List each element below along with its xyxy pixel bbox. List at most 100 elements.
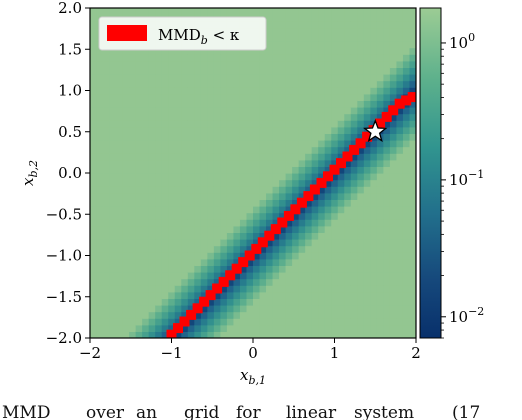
- heatmap-cell: [174, 219, 182, 227]
- heatmap-cell: [298, 67, 306, 75]
- heatmap-cell: [396, 265, 404, 273]
- heatmap-cell: [363, 87, 371, 95]
- heatmap-cell: [344, 93, 352, 101]
- heatmap-cell: [337, 331, 345, 338]
- heatmap-cell: [350, 54, 358, 62]
- heatmap-cell: [148, 324, 156, 332]
- heatmap-cell: [363, 186, 371, 194]
- heatmap-cell: [148, 331, 156, 338]
- heatmap-cell: [226, 140, 235, 148]
- heatmap-cell: [292, 245, 300, 253]
- heatmap-cell: [350, 47, 358, 55]
- heatmap-cell: [298, 47, 306, 55]
- heatmap-cell: [187, 113, 195, 121]
- heatmap-cell: [226, 199, 235, 207]
- heatmap-cell: [226, 232, 235, 240]
- legend: MMDb < κ: [98, 16, 267, 51]
- heatmap-cell: [181, 159, 189, 167]
- heatmap-cell: [292, 41, 300, 49]
- heatmap-cell: [350, 212, 358, 220]
- heatmap-cell: [109, 245, 117, 253]
- heatmap-cell: [168, 258, 176, 266]
- heatmap-cell: [116, 278, 124, 286]
- heatmap-cell: [344, 291, 352, 299]
- heatmap-cell: [272, 93, 280, 101]
- heatmap-cell: [220, 87, 228, 95]
- heatmap-cell: [239, 153, 248, 161]
- heatmap-cell: [376, 318, 384, 326]
- heatmap-cell: [305, 258, 313, 266]
- heatmap-cell: [90, 41, 98, 49]
- heatmap-cell: [337, 173, 345, 181]
- heatmap-cell: [155, 199, 163, 207]
- heatmap-cell: [135, 133, 143, 141]
- heatmap-cell: [96, 285, 104, 293]
- heatmap-cell: [246, 318, 254, 326]
- heatmap-cell: [402, 311, 411, 319]
- heatmap-cell: [253, 54, 261, 62]
- x-tick-label: −2: [79, 344, 101, 362]
- heatmap-cell: [318, 21, 326, 29]
- heatmap-cell: [109, 206, 117, 214]
- heatmap-cell: [402, 298, 411, 306]
- heatmap-cell: [305, 107, 313, 115]
- heatmap-cell: [155, 232, 163, 240]
- heatmap-cell: [233, 93, 241, 101]
- heatmap-cell: [331, 21, 339, 29]
- heatmap-cell: [194, 331, 202, 338]
- heatmap-cell: [337, 140, 345, 148]
- heatmap-cell: [109, 140, 117, 148]
- heatmap-cell: [383, 126, 391, 134]
- x-tick-label: −1: [160, 344, 182, 362]
- heatmap-cell: [305, 113, 313, 121]
- heatmap-cell: [246, 272, 254, 280]
- heatmap-cell: [350, 14, 358, 22]
- heatmap-cell: [226, 100, 235, 108]
- heatmap-cell: [298, 206, 306, 214]
- heatmap-cell: [253, 80, 261, 88]
- heatmap-cell: [239, 272, 248, 280]
- heatmap-cell: [135, 113, 143, 121]
- heatmap-cell: [279, 60, 287, 68]
- heatmap-cell: [331, 100, 339, 108]
- heatmap-cell: [259, 159, 267, 167]
- heatmap-cell: [285, 285, 293, 293]
- heatmap-cell: [389, 166, 398, 174]
- heatmap-cell: [305, 80, 313, 88]
- heatmap-cell: [142, 159, 150, 167]
- heatmap-cell: [272, 219, 280, 227]
- heatmap-cell: [226, 173, 235, 181]
- heatmap-cell: [370, 140, 378, 148]
- heatmap-cell: [376, 305, 384, 313]
- heatmap-cell: [122, 285, 130, 293]
- heatmap-cell: [233, 54, 241, 62]
- heatmap-cell: [376, 219, 384, 227]
- heatmap-cell: [220, 107, 228, 115]
- heatmap-cell: [142, 54, 150, 62]
- heatmap-cell: [344, 258, 352, 266]
- heatmap-cell: [155, 298, 163, 306]
- heatmap-cell: [220, 153, 228, 161]
- heatmap-cell: [142, 8, 150, 16]
- heatmap-cell: [337, 21, 345, 29]
- heatmap-cell: [103, 305, 111, 313]
- heatmap-cell: [409, 192, 416, 200]
- heatmap-cell: [292, 272, 300, 280]
- heatmap-cell: [259, 107, 267, 115]
- heatmap-cell: [207, 212, 215, 220]
- heatmap-cell: [383, 80, 391, 88]
- heatmap-cell: [174, 206, 182, 214]
- heatmap-cell: [292, 100, 300, 108]
- heatmap-cell: [103, 93, 111, 101]
- heatmap-cell: [324, 232, 332, 240]
- heatmap-cell: [266, 311, 274, 319]
- heatmap-cell: [207, 305, 215, 313]
- heatmap-cell: [142, 285, 150, 293]
- heatmap-cell: [350, 34, 358, 42]
- heatmap-cell: [311, 298, 319, 306]
- heatmap-cell: [259, 74, 267, 82]
- heatmap-cell: [370, 318, 378, 326]
- heatmap-cell: [253, 206, 261, 214]
- scatter-point: [251, 243, 262, 254]
- heatmap-cell: [292, 219, 300, 227]
